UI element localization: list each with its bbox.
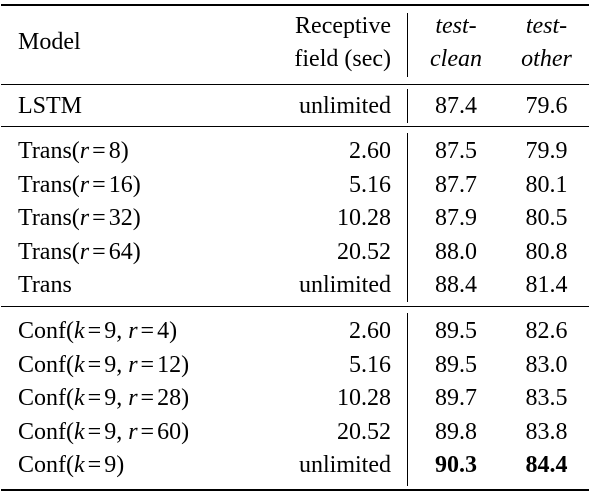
model-cell: Conf(k = 9, r = 4) xyxy=(18,318,178,344)
model-cell: Trans(r = 32) xyxy=(18,205,141,232)
model-cell: Trans(r = 8) xyxy=(18,138,129,164)
test-other-cell: 79.6 xyxy=(525,93,568,119)
test-clean-cell: 89.7 xyxy=(435,385,477,412)
test-other-cell: 80.8 xyxy=(525,238,568,265)
test-other-cell: 82.6 xyxy=(525,318,568,344)
receptive-field-cell: unlimited xyxy=(299,452,391,479)
bottom-rule xyxy=(1,489,589,491)
test-clean-cell: 89.8 xyxy=(435,418,477,445)
model-cell: Conf(k = 9, r = 60) xyxy=(18,418,190,445)
test-other-cell: 83.0 xyxy=(525,351,568,378)
receptive-field-cell: 5.16 xyxy=(349,171,391,198)
test-clean-cell: 87.9 xyxy=(435,205,477,232)
test-clean-cell: 89.5 xyxy=(435,318,477,344)
group-rule-1 xyxy=(1,126,589,127)
receptive-field-cell: 10.28 xyxy=(337,205,391,232)
test-clean-cell: 90.3 xyxy=(435,452,477,479)
model-cell: Conf(k = 9, r = 28) xyxy=(18,385,190,412)
test-other-cell: 83.5 xyxy=(525,385,568,412)
test-other-cell: 80.1 xyxy=(525,171,568,198)
receptive-field-cell: 2.60 xyxy=(349,138,391,164)
receptive-field-cell: 10.28 xyxy=(337,385,391,412)
column-separator xyxy=(407,13,408,77)
header-other-line2: other xyxy=(521,46,572,72)
header-clean-line2: clean xyxy=(430,46,482,72)
model-cell: Trans(r = 16) xyxy=(18,171,141,198)
test-clean-cell: 87.4 xyxy=(435,93,477,119)
model-cell: Trans xyxy=(18,272,72,299)
group-rule-2 xyxy=(1,306,589,307)
header-field-line1: Receptive xyxy=(295,13,391,39)
column-separator xyxy=(407,313,408,486)
receptive-field-cell: 20.52 xyxy=(337,418,391,445)
header-clean-line1: test- xyxy=(435,13,477,39)
test-other-cell: 79.9 xyxy=(525,138,568,164)
test-other-cell: 83.8 xyxy=(525,418,568,445)
receptive-field-cell: 20.52 xyxy=(337,238,391,265)
receptive-field-cell: unlimited xyxy=(299,93,391,119)
model-cell: Conf(k = 9) xyxy=(18,452,125,479)
test-clean-cell: 87.7 xyxy=(435,171,477,198)
test-other-cell: 84.4 xyxy=(525,452,568,479)
test-other-cell: 80.5 xyxy=(525,205,568,232)
header-rule xyxy=(1,84,589,85)
model-cell: Conf(k = 9, r = 12) xyxy=(18,351,190,378)
receptive-field-cell: 2.60 xyxy=(349,318,391,344)
header-model: Model xyxy=(18,29,81,55)
model-cell: Trans(r = 64) xyxy=(18,238,141,265)
test-clean-cell: 89.5 xyxy=(435,351,477,378)
test-clean-cell: 87.5 xyxy=(435,138,477,164)
test-other-cell: 81.4 xyxy=(525,272,568,299)
receptive-field-cell: unlimited xyxy=(299,272,391,299)
header-other-line1: test- xyxy=(525,13,568,39)
model-cell: LSTM xyxy=(18,93,83,119)
test-clean-cell: 88.0 xyxy=(435,238,477,265)
column-separator xyxy=(407,133,408,302)
column-separator xyxy=(407,89,408,123)
test-clean-cell: 88.4 xyxy=(435,272,477,299)
header-field-line2: field (sec) xyxy=(294,46,391,72)
receptive-field-cell: 5.16 xyxy=(349,351,391,378)
top-rule xyxy=(1,4,589,6)
